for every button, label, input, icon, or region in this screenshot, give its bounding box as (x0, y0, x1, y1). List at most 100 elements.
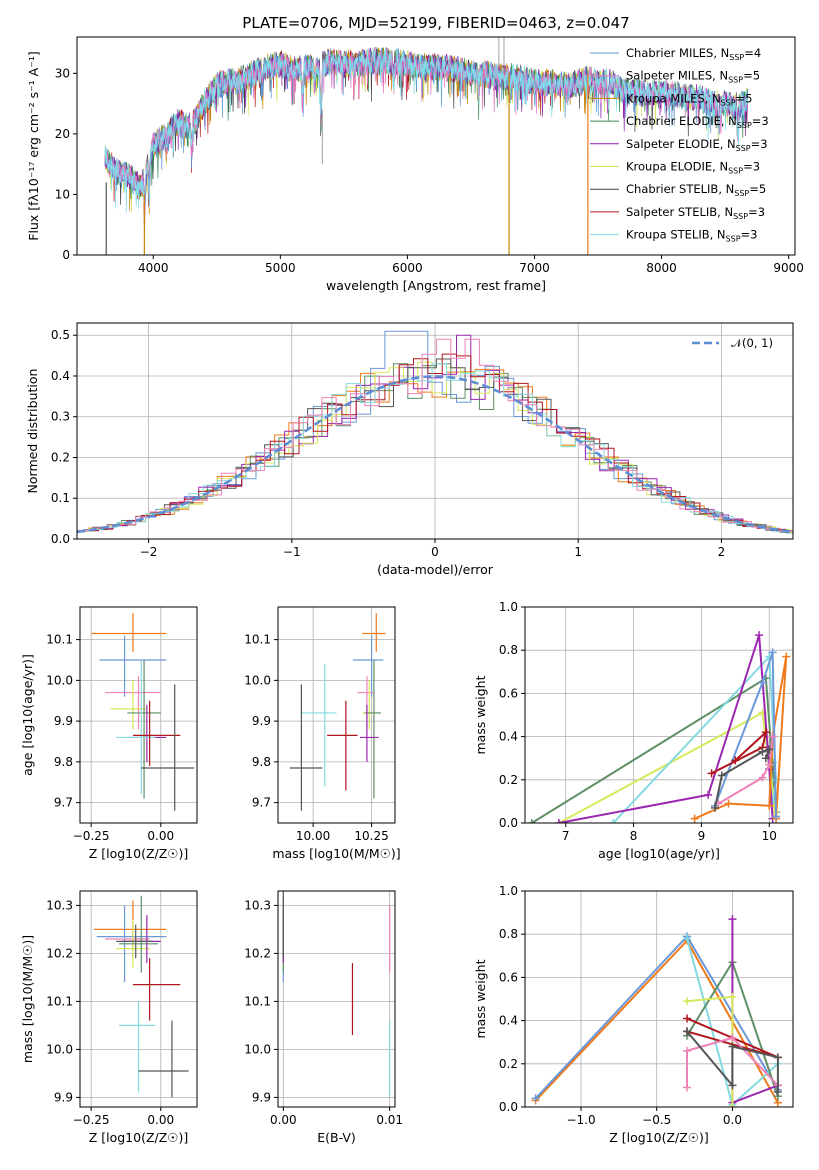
errorbar-point (132, 958, 181, 1021)
y-tick-label: 0.8 (499, 643, 518, 657)
legend-entry: Salpeter ELODIE, NSSP=3 (626, 137, 768, 153)
x-tick-label: 0 (431, 545, 439, 559)
mass-weight-marker (683, 997, 692, 1006)
legend-entry-text: Kroupa STELIB, N (626, 228, 726, 242)
errorbar-point (99, 635, 167, 697)
mass-weight-marker (707, 769, 716, 778)
histogram-step-line (77, 363, 793, 533)
mass-weight-marker (731, 756, 740, 765)
spectrum-panel: 4000 5000 6000 7000 8000 9000 0 10 20 30 PLATE=070… (26, 14, 804, 293)
mass-weight-series (609, 652, 781, 823)
y-tick-label: 10.0 (46, 673, 73, 687)
y-tick-label: 10.1 (244, 994, 271, 1008)
mass-weight-marker (609, 819, 618, 823)
mass-weight-marker (683, 1014, 692, 1023)
legend-entry-value: =5 (743, 69, 760, 83)
mass-weight-marker (765, 760, 774, 769)
plot-area (91, 613, 195, 811)
x-axis-label: Z [log10(Z/Z☉)] (89, 846, 189, 861)
y-tick-label: 9.7 (54, 796, 73, 810)
y-tick-label: 9.9 (252, 1090, 271, 1104)
y-tick-label: 0.2 (499, 773, 518, 787)
mass-weight-series (710, 648, 781, 821)
mass-weight-line (686, 995, 734, 1107)
mass-weight-line (714, 652, 777, 817)
mass-weight-marker (768, 732, 777, 741)
legend-entry: Salpeter STELIB, NSSP=3 (626, 205, 765, 221)
errorbar-point (116, 924, 153, 959)
legend-entry: Chabrier ELODIE, NSSP=3 (626, 114, 769, 130)
errorbar-point (119, 1001, 156, 1093)
legend-entry: Kroupa STELIB, NSSP=3 (626, 228, 757, 244)
legend: 𝒩(0, 1) (692, 336, 773, 350)
y-tick-label: 9.8 (252, 755, 271, 769)
x-tick-label: −1 (283, 545, 301, 559)
legend-entry: Chabrier MILES, NSSP=4 (626, 46, 761, 62)
legend-entry: 𝒩(0, 1) (731, 336, 773, 350)
mass-vs-ebv-panel: 0.00 0.01 9.9 10.0 10.1 10.2 10.3 E(B-V) (244, 890, 403, 1145)
mass-weight-marker (782, 652, 791, 661)
errorbar-point (289, 684, 323, 811)
mass-weight-marker (758, 678, 767, 687)
mass-weight-marker (758, 773, 767, 782)
mass-weight-marker (761, 728, 770, 737)
y-tick-label: 9.9 (54, 1090, 73, 1104)
y-axis-label: mass weight (473, 959, 488, 1038)
errorbar-point (327, 700, 358, 791)
errorbar-point (141, 684, 195, 811)
grid (278, 607, 395, 823)
axes-frame (79, 890, 198, 1108)
legend-entry-value: =3 (752, 114, 769, 128)
x-tick-label: 9000 (773, 261, 804, 275)
legend-entry-value: =4 (744, 46, 761, 60)
x-tick-label: 0.0 (723, 1113, 742, 1127)
y-tick-label: 0.1 (51, 491, 70, 505)
axes-frame (524, 890, 794, 1108)
x-tick-label: 8 (630, 829, 638, 843)
mass-weight-marker (773, 1087, 782, 1096)
errorbar-point (362, 613, 386, 652)
grid (525, 606, 793, 824)
legend-entry: Kroupa ELODIE, NSSP=3 (626, 160, 760, 176)
chart-title: PLATE=0706, MJD=52199, FIBERID=0463, z=0… (242, 14, 629, 32)
x-axis-label: Z [log10(Z/Z☉)] (89, 1130, 189, 1145)
mass-weight-marker (717, 771, 726, 780)
mass-weight-marker (758, 747, 767, 756)
legend-entry: Kroupa MILES, NSSP=5 (626, 91, 752, 107)
x-tick-label: 0.01 (376, 1113, 403, 1127)
plot-area (527, 631, 791, 823)
legend-entry-subscript: SSP (734, 189, 749, 198)
errorbar-point (116, 659, 156, 795)
mass-weight-marker (765, 745, 774, 754)
x-tick-label: 8000 (646, 261, 677, 275)
x-axis-label: E(B-V) (317, 1130, 356, 1145)
y-tick-label: 0.4 (499, 730, 518, 744)
legend-entry-subscript: SSP (726, 235, 741, 244)
y-tick-label: 0.2 (51, 450, 70, 464)
x-tick-label: −0.5 (642, 1113, 671, 1127)
axes-frame (277, 890, 396, 1108)
x-tick-label: 5000 (265, 261, 296, 275)
x-tick-label: 4000 (138, 261, 169, 275)
y-axis-label: mass weight (473, 675, 488, 754)
y-tick-label: 30 (55, 66, 70, 80)
mass-weight-line (694, 656, 788, 820)
axes-frame (76, 36, 796, 256)
y-tick-label: 10.1 (46, 994, 73, 1008)
histogram-step-line (78, 338, 793, 532)
legend-entry-value: =3 (748, 205, 765, 219)
mass-weight-marker (683, 1046, 692, 1055)
mass-weight-vs-metallicity-panel: −1.0 −0.5 0.0 0.0 0.2 0.4 0.6 0.8 1.0 Z [log10(Z/… (473, 884, 794, 1145)
legend-entry-value: =5 (736, 91, 753, 105)
mass-weight-line (558, 634, 774, 823)
age-vs-metallicity-panel: −0.25 0.00 9.7 9.8 9.9 10.0 10.1 Z [log10(Z/Z☉)… (20, 606, 198, 861)
y-axis-label: Flux [fλ10⁻¹⁷ erg cm⁻² s⁻¹ A⁻¹] (26, 51, 41, 240)
mass-weight-marker (761, 754, 770, 763)
mass-weight-marker (683, 1083, 692, 1092)
legend-entry-text: Kroupa ELODIE, N (626, 160, 728, 174)
y-tick-label: 0.0 (499, 816, 518, 830)
errorbar-point (138, 1020, 189, 1098)
legend-entry-subscript: SSP (729, 53, 744, 62)
x-tick-label: 9 (698, 829, 706, 843)
